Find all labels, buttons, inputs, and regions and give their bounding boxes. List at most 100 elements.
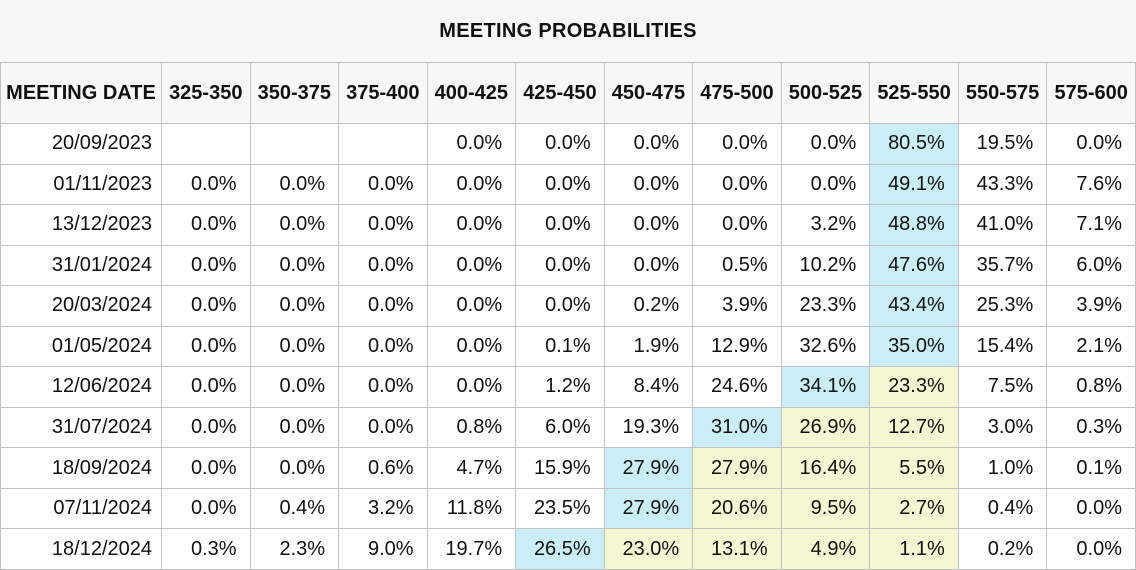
table-row: 18/12/2024 0.3% 2.3% 9.0% 19.7% 26.5% 23.0% 13.… bbox=[0, 528, 1136, 570]
page-title: MEETING PROBABILITIES bbox=[439, 19, 697, 42]
header-row: MEETING DATE 325-350 350-375 375-400 400-425… bbox=[0, 62, 1136, 124]
probability-cell: 3.9% bbox=[692, 285, 782, 327]
meeting-date-cell: 31/01/2024 bbox=[0, 244, 162, 287]
probability-cell: 0.0% bbox=[161, 325, 251, 368]
rate-bucket-column-header: 400-425 bbox=[426, 62, 517, 124]
probability-cell: 0.0% bbox=[780, 163, 871, 206]
probability-cell: 47.6% bbox=[869, 244, 959, 287]
meeting-date-column-header: MEETING DATE bbox=[0, 62, 162, 124]
probability-cell: 34.1% bbox=[780, 366, 871, 408]
probability-cell: 0.0% bbox=[692, 123, 782, 165]
rate-bucket-column-header: 550-575 bbox=[957, 62, 1048, 124]
probability-cell: 9.0% bbox=[338, 528, 428, 570]
probability-cell: 0.0% bbox=[338, 244, 428, 287]
table-body: 20/09/2023 0.0% 0.0% 0.0% 0.0% 0.0% 80.5% 19.5%… bbox=[0, 123, 1136, 570]
probability-cell: 2.7% bbox=[869, 487, 959, 530]
probability-cell: 0.4% bbox=[957, 487, 1048, 530]
probability-cell: 0.5% bbox=[692, 244, 782, 287]
table-row: 12/06/2024 0.0% 0.0% 0.0% 0.0% 1.2% 8.4% 24.6% 3… bbox=[0, 366, 1136, 408]
probability-cell: 23.3% bbox=[780, 285, 871, 327]
probability-cell: 49.1% bbox=[869, 163, 959, 206]
probability-cell: 6.0% bbox=[1046, 244, 1136, 287]
probability-cell: 0.0% bbox=[249, 163, 340, 206]
probability-cell: 0.0% bbox=[249, 204, 340, 246]
probability-cell: 11.8% bbox=[426, 487, 517, 530]
table-row: 07/11/2024 0.0% 0.4% 3.2% 11.8% 23.5% 27.9% 20.… bbox=[0, 487, 1136, 530]
probability-cell: 0.0% bbox=[338, 163, 428, 206]
meeting-date-cell: 20/09/2023 bbox=[0, 123, 162, 165]
probability-cell: 0.0% bbox=[515, 163, 605, 206]
probability-cell: 7.5% bbox=[957, 366, 1048, 408]
probability-cell: 0.0% bbox=[249, 406, 340, 449]
probability-cell: 32.6% bbox=[780, 325, 871, 368]
probability-cell: 0.0% bbox=[249, 244, 340, 287]
probability-cell: 2.3% bbox=[249, 528, 340, 570]
probability-cell: 23.0% bbox=[603, 528, 694, 570]
table-row: 18/09/2024 0.0% 0.0% 0.6% 4.7% 15.9% 27.9% 27.9… bbox=[0, 447, 1136, 489]
probability-cell bbox=[161, 123, 251, 165]
probability-cell: 0.0% bbox=[426, 204, 517, 246]
meeting-date-cell: 18/12/2024 bbox=[0, 528, 162, 570]
probability-cell: 0.0% bbox=[161, 163, 251, 206]
table-header: MEETING DATE 325-350 350-375 375-400 400-425… bbox=[0, 62, 1136, 124]
probability-cell: 9.5% bbox=[780, 487, 871, 530]
probability-cell: 5.5% bbox=[869, 447, 959, 489]
probability-cell: 35.0% bbox=[869, 325, 959, 368]
probability-cell: 0.6% bbox=[338, 447, 428, 489]
probability-cell: 0.3% bbox=[161, 528, 251, 570]
probability-cell bbox=[249, 123, 340, 165]
probability-cell: 0.1% bbox=[1046, 447, 1136, 489]
probability-cell: 0.8% bbox=[426, 406, 517, 449]
probability-cell: 3.2% bbox=[780, 204, 871, 246]
probability-cell: 0.2% bbox=[603, 285, 694, 327]
probability-cell bbox=[338, 123, 428, 165]
probability-cell: 0.0% bbox=[249, 447, 340, 489]
probability-cell: 0.8% bbox=[1046, 366, 1136, 408]
probability-cell: 26.5% bbox=[515, 528, 605, 570]
rate-bucket-column-header: 475-500 bbox=[692, 62, 782, 124]
probability-cell: 0.0% bbox=[426, 325, 517, 368]
meeting-date-cell: 07/11/2024 bbox=[0, 487, 162, 530]
probability-cell: 0.0% bbox=[161, 244, 251, 287]
probability-cell: 1.9% bbox=[603, 325, 694, 368]
probability-cell: 0.0% bbox=[780, 123, 871, 165]
rate-bucket-column-header: 350-375 bbox=[249, 62, 340, 124]
probability-cell: 0.0% bbox=[161, 447, 251, 489]
probability-cell: 43.3% bbox=[957, 163, 1048, 206]
probability-cell: 0.0% bbox=[515, 285, 605, 327]
probability-cell: 25.3% bbox=[957, 285, 1048, 327]
probability-cell: 23.5% bbox=[515, 487, 605, 530]
probability-cell: 41.0% bbox=[957, 204, 1048, 246]
probability-cell: 24.6% bbox=[692, 366, 782, 408]
meeting-date-cell: 20/03/2024 bbox=[0, 285, 162, 327]
probability-cell: 15.4% bbox=[957, 325, 1048, 368]
rate-bucket-column-header: 375-400 bbox=[338, 62, 428, 124]
probability-cell: 0.0% bbox=[426, 366, 517, 408]
probability-cell: 19.7% bbox=[426, 528, 517, 570]
probability-cell: 12.9% bbox=[692, 325, 782, 368]
meeting-date-cell: 01/05/2024 bbox=[0, 325, 162, 368]
probability-cell: 6.0% bbox=[515, 406, 605, 449]
probability-cell: 0.4% bbox=[249, 487, 340, 530]
probability-cell: 27.9% bbox=[603, 447, 694, 489]
probability-cell: 0.0% bbox=[338, 406, 428, 449]
probability-cell: 0.0% bbox=[692, 163, 782, 206]
probability-cell: 0.0% bbox=[515, 244, 605, 287]
probability-cell: 0.0% bbox=[426, 244, 517, 287]
probability-cell: 13.1% bbox=[692, 528, 782, 570]
rate-bucket-column-header: 325-350 bbox=[161, 62, 251, 124]
meeting-date-cell: 18/09/2024 bbox=[0, 447, 162, 489]
probability-cell: 4.9% bbox=[780, 528, 871, 570]
table-row: 31/01/2024 0.0% 0.0% 0.0% 0.0% 0.0% 0.0% 0.5% 10… bbox=[0, 244, 1136, 287]
probability-cell: 0.0% bbox=[338, 366, 428, 408]
table-row: 31/07/2024 0.0% 0.0% 0.0% 0.8% 6.0% 19.3% 31.0%… bbox=[0, 406, 1136, 449]
probability-cell: 12.7% bbox=[869, 406, 959, 449]
probability-cell: 0.0% bbox=[426, 285, 517, 327]
meeting-probabilities-table: MEETING DATE 325-350 350-375 375-400 400-425… bbox=[0, 62, 1136, 570]
probability-cell: 0.0% bbox=[426, 163, 517, 206]
probability-cell: 0.0% bbox=[515, 123, 605, 165]
probability-cell: 0.1% bbox=[515, 325, 605, 368]
probability-cell: 0.0% bbox=[426, 123, 517, 165]
table-row: 13/12/2023 0.0% 0.0% 0.0% 0.0% 0.0% 0.0% 0.0% 3.… bbox=[0, 204, 1136, 246]
probability-cell: 16.4% bbox=[780, 447, 871, 489]
